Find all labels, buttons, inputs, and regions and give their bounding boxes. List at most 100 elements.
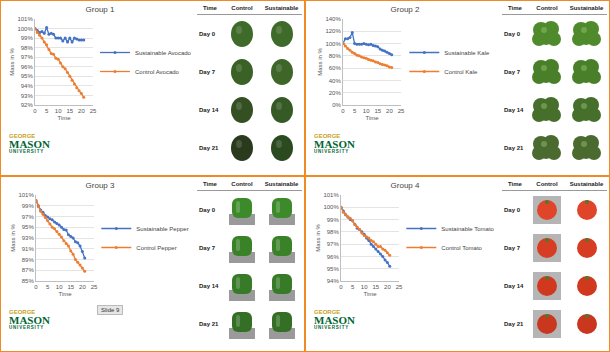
svg-text:97%: 97%: [22, 214, 35, 220]
svg-text:100%: 100%: [323, 204, 339, 210]
svg-text:96%: 96%: [21, 64, 34, 70]
svg-text:Group 3: Group 3: [86, 181, 115, 190]
svg-text:Group 1: Group 1: [86, 5, 115, 14]
svg-text:15: 15: [374, 108, 381, 114]
html-text:Time: Time: [508, 180, 522, 187]
svg-text:101%: 101%: [18, 192, 34, 198]
svg-text:Group 2: Group 2: [391, 5, 420, 14]
svg-text:0: 0: [33, 108, 37, 114]
html-text:Time: Time: [508, 4, 522, 11]
svg-text:0: 0: [341, 108, 345, 114]
html-text:Day 14: Day 14: [199, 107, 219, 113]
svg-text:5: 5: [46, 284, 50, 290]
svg-text:Mass in %: Mass in %: [317, 48, 323, 76]
html-text:Control: Control: [536, 4, 558, 11]
html-text:Day 0: Day 0: [199, 31, 215, 37]
svg-text:0: 0: [34, 284, 38, 290]
svg-text:0%: 0%: [332, 102, 341, 108]
svg-text:99%: 99%: [22, 203, 35, 209]
svg-text:60%: 60%: [329, 65, 342, 71]
svg-text:93%: 93%: [22, 235, 35, 241]
svg-text:5: 5: [353, 108, 357, 114]
svg-text:5: 5: [351, 284, 355, 290]
svg-text:Time: Time: [365, 115, 379, 121]
svg-text:99%: 99%: [21, 35, 34, 41]
svg-text:100%: 100%: [325, 41, 341, 47]
svg-text:98%: 98%: [327, 229, 340, 235]
svg-text:Time: Time: [58, 291, 72, 297]
html-text:Day 21: Day 21: [199, 145, 219, 151]
svg-text:15: 15: [66, 108, 73, 114]
svg-text:0: 0: [339, 284, 343, 290]
html-text:Control: Control: [231, 4, 253, 11]
svg-text:25: 25: [398, 108, 405, 114]
svg-text:10: 10: [363, 108, 370, 114]
svg-text:95%: 95%: [21, 73, 34, 79]
svg-text:101%: 101%: [323, 192, 339, 198]
html-text:Control: Control: [536, 180, 558, 187]
svg-text:20: 20: [386, 108, 393, 114]
svg-text:Control Avocado: Control Avocado: [135, 69, 180, 75]
svg-text:101%: 101%: [17, 16, 33, 22]
svg-text:25: 25: [91, 284, 98, 290]
html-text:Time: Time: [203, 180, 217, 187]
svg-text:97%: 97%: [327, 241, 340, 247]
html-text:Sustainable: Sustainable: [569, 180, 604, 187]
svg-text:Control Tomato: Control Tomato: [441, 245, 482, 251]
html-text:Time: Time: [203, 4, 217, 11]
svg-text:20: 20: [79, 284, 86, 290]
svg-text:93%: 93%: [21, 93, 34, 99]
html-text:MASON: MASON: [314, 138, 355, 150]
svg-text:Time: Time: [57, 115, 71, 121]
svg-text:Mass in %: Mass in %: [315, 224, 321, 252]
html-text:Sustainable: Sustainable: [569, 4, 604, 11]
svg-text:92%: 92%: [21, 102, 34, 108]
html-text:Sustainable: Sustainable: [264, 180, 299, 187]
svg-text:100%: 100%: [17, 26, 33, 32]
svg-text:140%: 140%: [325, 16, 341, 22]
svg-text:94%: 94%: [327, 278, 340, 284]
svg-text:10: 10: [361, 284, 368, 290]
svg-text:Time: Time: [363, 291, 377, 297]
html-text:Sustainable: Sustainable: [264, 4, 299, 11]
svg-text:25: 25: [90, 108, 97, 114]
svg-text:Sustainable Tomato: Sustainable Tomato: [441, 226, 494, 232]
svg-text:99%: 99%: [327, 217, 340, 223]
svg-text:25: 25: [396, 284, 403, 290]
html-text:MASON: MASON: [9, 138, 50, 150]
svg-text:Sustainable Pepper: Sustainable Pepper: [136, 226, 188, 232]
html-text:Day 7: Day 7: [199, 69, 215, 75]
svg-text:Sustainable Kale: Sustainable Kale: [444, 50, 490, 56]
svg-text:Control Kale: Control Kale: [444, 69, 478, 75]
html-text:MASON: MASON: [314, 314, 355, 326]
svg-text:91%: 91%: [22, 246, 35, 252]
svg-text:Control Pepper: Control Pepper: [136, 245, 176, 251]
svg-text:Mass in %: Mass in %: [10, 224, 16, 252]
svg-text:Mass in %: Mass in %: [9, 48, 15, 76]
svg-text:Group 4: Group 4: [391, 181, 420, 190]
svg-text:98%: 98%: [21, 45, 34, 51]
svg-text:15: 15: [67, 284, 74, 290]
svg-text:97%: 97%: [21, 54, 34, 60]
svg-text:80%: 80%: [329, 53, 342, 59]
svg-text:20%: 20%: [329, 90, 342, 96]
svg-text:10: 10: [56, 284, 63, 290]
html-text:GEORGE: GEORGE: [9, 133, 36, 139]
svg-text:85%: 85%: [22, 278, 35, 284]
svg-text:89%: 89%: [22, 257, 35, 263]
svg-text:87%: 87%: [22, 267, 35, 273]
svg-text:120%: 120%: [325, 28, 341, 34]
html-text:MASON: MASON: [9, 314, 50, 326]
svg-text:96%: 96%: [327, 254, 340, 260]
svg-text:95%: 95%: [327, 266, 340, 272]
svg-text:95%: 95%: [22, 224, 35, 230]
svg-text:5: 5: [45, 108, 49, 114]
svg-text:10: 10: [55, 108, 62, 114]
svg-text:94%: 94%: [21, 83, 34, 89]
svg-text:15: 15: [372, 284, 379, 290]
svg-text:40%: 40%: [329, 78, 342, 84]
svg-text:Sustainable Avocado: Sustainable Avocado: [135, 50, 192, 56]
svg-text:20: 20: [78, 108, 85, 114]
html-text:Control: Control: [231, 180, 253, 187]
svg-text:20: 20: [384, 284, 391, 290]
